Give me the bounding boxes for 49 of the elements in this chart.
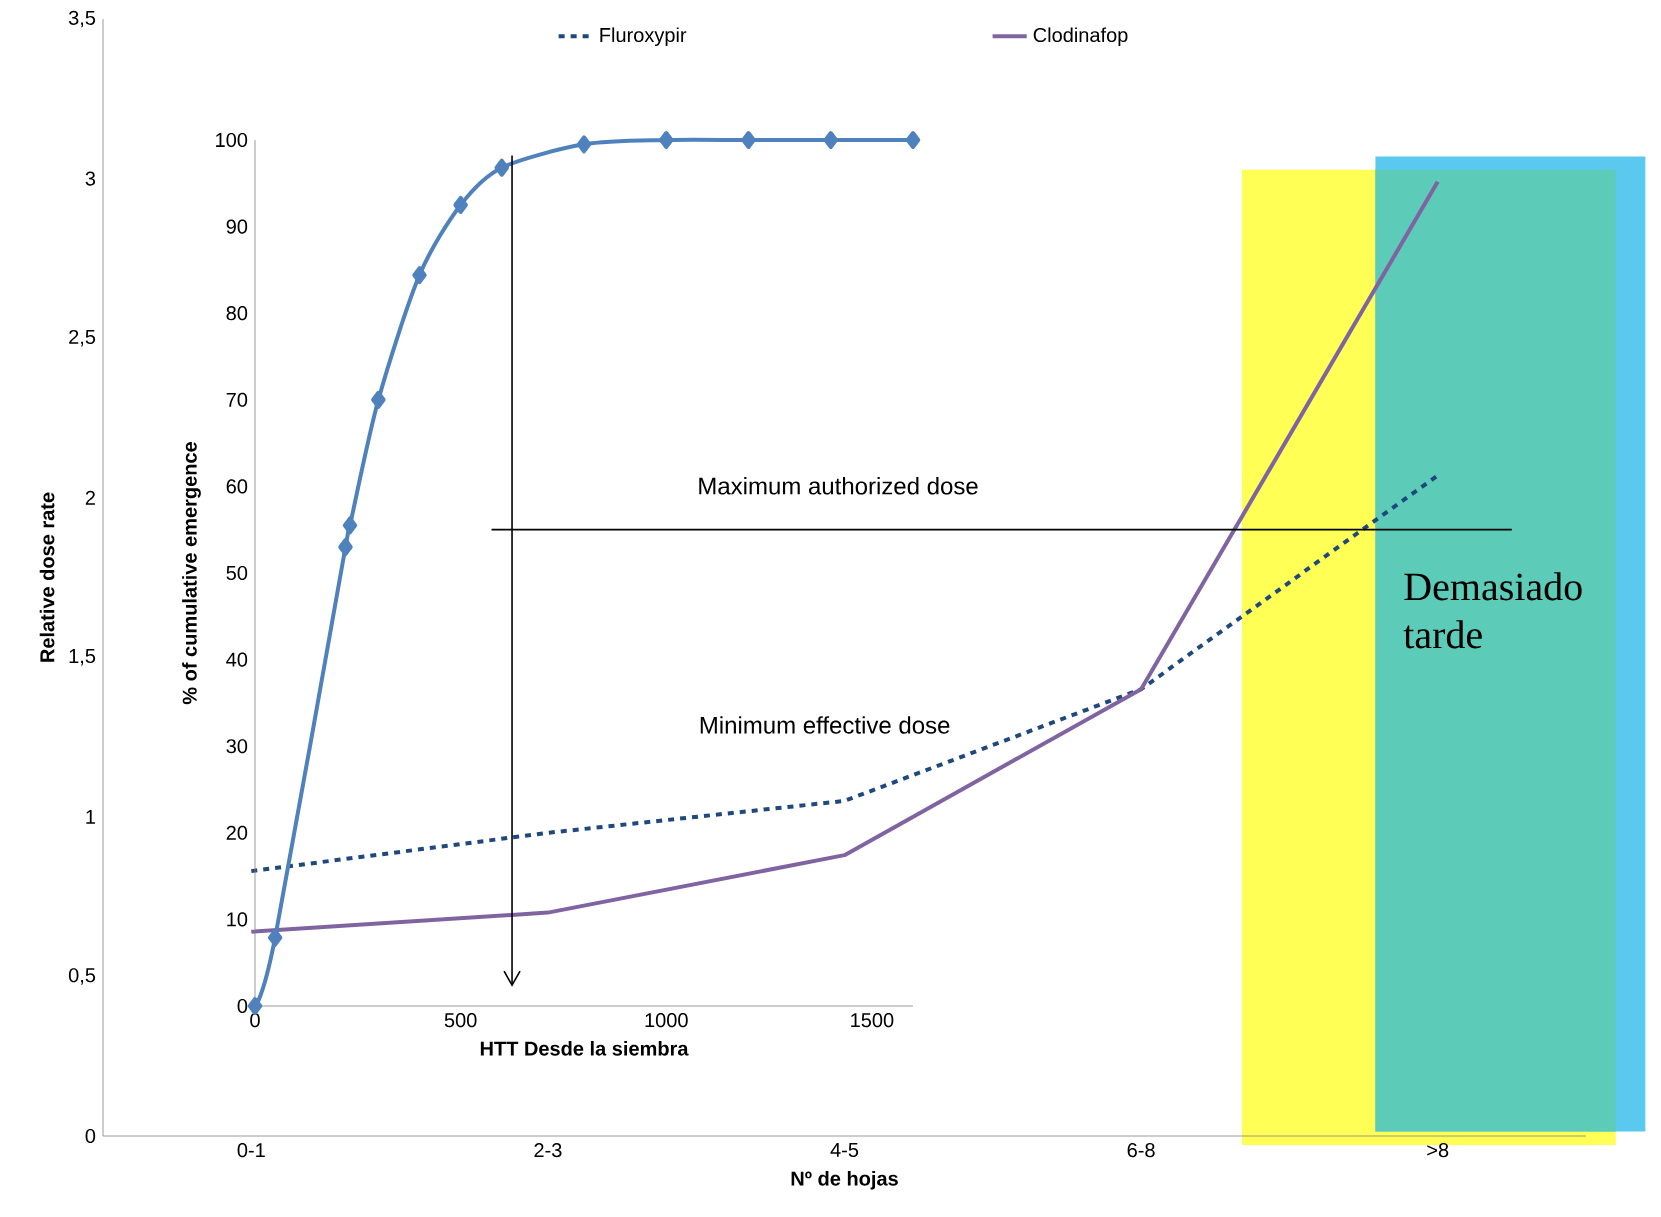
- x-tick-label: 1000: [645, 1013, 688, 1028]
- x-tick-label: 0-1: [237, 1143, 265, 1158]
- y-tick-label: 3: [85, 171, 96, 186]
- x-tick-label: 2-3: [534, 1143, 562, 1158]
- y-axis-title: % of cumulative emergence: [182, 441, 201, 705]
- y-tick-label: 100: [216, 132, 248, 148]
- y-tick-label: 2: [85, 490, 95, 505]
- y-tick-label: 1,5: [69, 649, 96, 666]
- y-tick-label: 10: [227, 912, 248, 927]
- y-tick-label: 2,5: [69, 329, 96, 347]
- x-axis-title: HTT Desde la siembra: [480, 1040, 689, 1056]
- point: [741, 131, 756, 149]
- y-tick-label: 70: [226, 392, 248, 407]
- ref-line-label: Maximum authorized dose: [699, 476, 978, 495]
- y-axis-title: Relative dose rate: [39, 492, 55, 662]
- y-tick-label: 90: [226, 219, 248, 234]
- point: [267, 928, 283, 947]
- point: [338, 538, 353, 557]
- point: [494, 158, 509, 177]
- point: [453, 195, 468, 214]
- x-tick-label: 6-8: [1127, 1143, 1155, 1158]
- y-tick-label: 40: [226, 652, 248, 667]
- y-tick-label: 50: [226, 565, 248, 581]
- y-tick-label: 0,5: [68, 968, 96, 985]
- y-tick-label: 0: [237, 998, 248, 1014]
- point: [659, 131, 674, 149]
- y-tick-label: 1: [86, 809, 95, 824]
- x-tick-label: >8: [1427, 1143, 1449, 1158]
- legend-label: Fluroxypir: [600, 27, 687, 47]
- point: [576, 135, 592, 154]
- y-tick-label: 30: [226, 739, 248, 754]
- point: [342, 516, 358, 535]
- x-axis-title: Nº de hojas: [791, 1170, 898, 1190]
- point: [412, 266, 427, 285]
- x-tick-label: 500: [444, 1013, 477, 1028]
- x-tick-label: 1500: [851, 1013, 894, 1028]
- y-tick-label: 60: [226, 479, 248, 494]
- y-tick-label: 80: [226, 306, 248, 321]
- y-tick-label: 20: [226, 825, 248, 840]
- point: [905, 131, 921, 149]
- x-tick-label: 4-5: [830, 1143, 859, 1158]
- point: [371, 390, 386, 409]
- point: [247, 997, 263, 1015]
- annotation: Minimum effective dose: [700, 716, 950, 734]
- y-tick-label: 0: [85, 1128, 96, 1144]
- legend-label: Clodinafop: [1033, 27, 1128, 47]
- annotation: Demasiado tarde: [1403, 572, 1582, 649]
- y-tick-label: 3,5: [68, 10, 96, 28]
- point: [823, 131, 838, 149]
